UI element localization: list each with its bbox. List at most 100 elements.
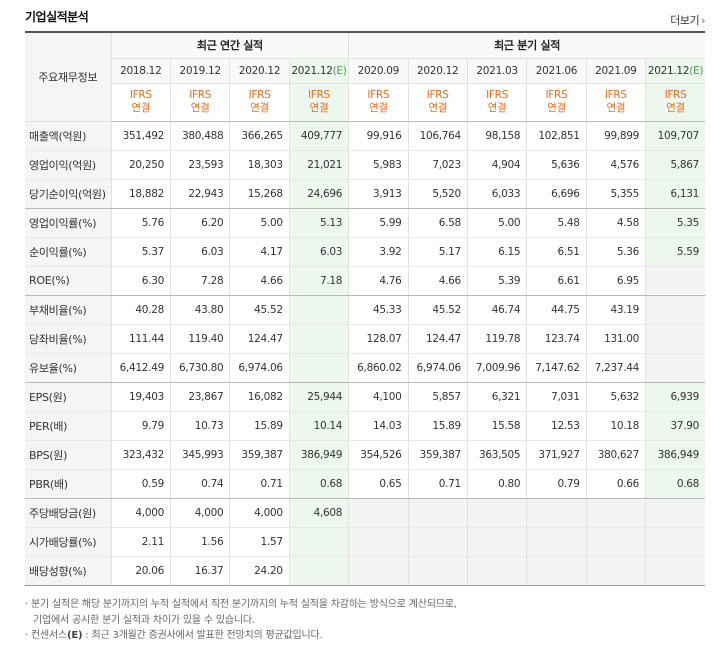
value-cell [586, 556, 647, 586]
period-label: 2021.09 [595, 64, 637, 77]
accounting-standard: IFRS 연결 [408, 83, 468, 122]
value-cell: 15.89 [229, 411, 290, 441]
value-cell: 5,636 [526, 150, 587, 180]
accounting-standard: IFRS 연결 [467, 83, 528, 122]
table-row: 영업이익률(%) 5.76 6.20 5.00 5.13 5.99 6.58 5.00 5.48… [25, 208, 705, 238]
value-cell: 124.47 [229, 324, 290, 354]
value-cell: 4.66 [408, 266, 468, 296]
value-cell: 0.74 [170, 469, 231, 499]
row-label: 당기순이익(억원) [25, 179, 112, 209]
value-cell: 10.18 [586, 411, 647, 441]
value-cell: 9.79 [111, 411, 171, 441]
value-cell: 6.03 [289, 237, 350, 267]
value-cell: 12.53 [526, 411, 587, 441]
period-label: 2021.06 [535, 64, 578, 77]
value-cell [645, 266, 705, 296]
period-label: 2020.12 [238, 64, 281, 77]
table-row: 순이익률(%) 5.37 6.03 4.17 6.03 3.92 5.17 6.15 6.51 5… [25, 237, 705, 267]
row-label: 매출액(억원) [25, 121, 112, 151]
period-label: 2018.12 [120, 64, 162, 77]
value-cell: 6.03 [170, 237, 231, 267]
period-label: 2021.03 [476, 64, 518, 77]
financial-table: 주요재무정보 최근 연간 실적 최근 분기 실적 2018.12 2019.12 2… [25, 31, 705, 586]
value-cell: 7.28 [170, 266, 231, 296]
standard-ifrs: IFRS [367, 89, 390, 101]
table-row: 부채비율(%) 40.28 43.80 45.52 45.33 45.52 46.74 44.… [25, 295, 705, 325]
row-label: 유보율(%) [25, 353, 112, 383]
section-title: 기업실적분석 [25, 10, 89, 24]
footnote-line1: 분기 실적은 해당 분기까지의 누적 실적에서 직전 분기까지의 누적 실적을 … [30, 599, 457, 610]
value-cell: 37.90 [645, 411, 705, 441]
value-cell: 5.37 [111, 237, 171, 267]
value-cell: 131.00 [586, 324, 647, 354]
value-cell: 0.79 [526, 469, 587, 499]
value-cell [408, 556, 468, 586]
value-cell: 24,696 [289, 179, 350, 209]
estimate-mark: (E) [689, 64, 704, 77]
row-label: BPS(원) [25, 440, 112, 470]
value-cell [289, 527, 350, 557]
table-row: PBR(배) 0.59 0.74 0.71 0.68 0.65 0.71 0.80 0.79 0.… [25, 469, 705, 499]
value-cell: 43.80 [170, 295, 231, 325]
value-cell: 351,492 [111, 121, 171, 151]
value-cell [467, 556, 528, 586]
value-cell: 16.37 [170, 556, 231, 586]
table-row: BPS(원) 323,432 345,993 359,387 386,949 354,52… [25, 440, 705, 470]
value-cell [645, 527, 705, 557]
value-cell: 6,033 [467, 179, 528, 209]
value-cell [526, 556, 587, 586]
value-cell: 119.40 [170, 324, 231, 354]
footnote-line3-prefix: 컨센서스 [30, 630, 67, 641]
value-cell: 45.52 [229, 295, 290, 325]
value-cell: 0.71 [229, 469, 290, 499]
standard-consolidated: 연결 [666, 102, 685, 114]
value-cell: 21,021 [289, 150, 350, 180]
value-cell: 15,268 [229, 179, 290, 209]
value-cell: 0.65 [348, 469, 409, 499]
value-cell: 18,303 [229, 150, 290, 180]
period-header: 2019.12 [170, 58, 231, 84]
table-row: 주당배당금(원) 4,000 4,000 4,000 4,608 [25, 498, 705, 528]
value-cell: 123.74 [526, 324, 587, 354]
row-label: 주당배당금(원) [25, 498, 112, 528]
value-cell: 20,250 [111, 150, 171, 180]
value-cell: 24.20 [229, 556, 290, 586]
row-label: 영업이익(억원) [25, 150, 112, 180]
value-cell: 20.06 [111, 556, 171, 586]
value-cell: 0.68 [645, 469, 705, 499]
standard-ifrs: IFRS [248, 89, 271, 101]
table-row: 시가배당률(%) 2.11 1.56 1.57 [25, 527, 705, 557]
table-row: 유보율(%) 6,412.49 6,730.80 6,974.06 6,860.02 6,… [25, 353, 705, 383]
standard-ifrs: IFRS [604, 89, 627, 101]
value-cell: 99,899 [586, 121, 647, 151]
standard-consolidated: 연결 [547, 102, 566, 114]
table-row: 매출액(억원) 351,492 380,488 366,265 409,777 99,91… [25, 121, 705, 151]
value-cell: 345,993 [170, 440, 231, 470]
period-header: 2018.12 [111, 58, 171, 84]
value-cell: 6.20 [170, 208, 231, 238]
period-header-row: 2018.12 2019.12 2020.12 2021.12(E) 2020.09 20… [25, 58, 705, 84]
footnotes: · 분기 실적은 해당 분기까지의 누적 실적에서 직전 분기까지의 누적 실적… [25, 597, 457, 644]
value-cell: 7.18 [289, 266, 350, 296]
footnote-quarterly: · 분기 실적은 해당 분기까지의 누적 실적에서 직전 분기까지의 누적 실적… [25, 599, 457, 610]
accounting-standard: IFRS 연결 [348, 83, 409, 122]
value-cell: 386,949 [289, 440, 350, 470]
period-header: 2020.12 [408, 58, 468, 84]
value-cell: 5.36 [586, 237, 647, 267]
standard-consolidated: 연결 [250, 102, 269, 114]
value-cell: 380,488 [170, 121, 231, 151]
value-cell: 19,403 [111, 382, 171, 412]
more-link[interactable]: 더보기 › [670, 12, 705, 28]
value-cell: 6,412.49 [111, 353, 171, 383]
value-cell: 3.92 [348, 237, 409, 267]
table-row: 배당성향(%) 20.06 16.37 24.20 [25, 556, 705, 586]
value-cell: 7,009.96 [467, 353, 528, 383]
value-cell: 14.03 [348, 411, 409, 441]
value-cell: 44.75 [526, 295, 587, 325]
annual-group-header: 최근 연간 실적 [111, 31, 350, 59]
value-cell: 10.73 [170, 411, 231, 441]
value-cell: 45.52 [408, 295, 468, 325]
row-label: 영업이익률(%) [25, 208, 112, 238]
footnote-consensus: · 컨센서스(E) : 최근 3개월간 증권사에서 발표한 전망치의 평균값입니… [25, 630, 323, 641]
value-cell: 10.14 [289, 411, 350, 441]
